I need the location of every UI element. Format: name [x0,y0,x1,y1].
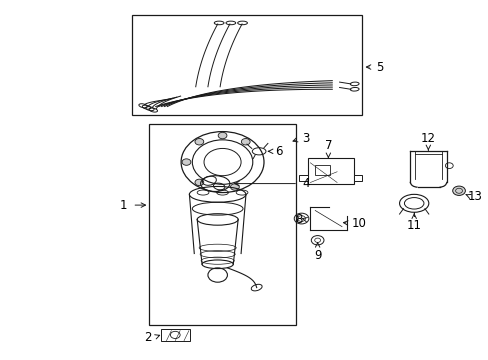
Text: 3: 3 [302,131,309,145]
Text: 9: 9 [313,249,321,262]
Circle shape [182,159,190,165]
Circle shape [241,139,250,145]
Text: 8: 8 [295,213,303,226]
Text: 4: 4 [302,177,309,190]
Text: 12: 12 [420,132,435,145]
Bar [307,158,353,184]
Text: 11: 11 [406,220,421,233]
Circle shape [218,132,226,139]
Text: 13: 13 [467,190,482,203]
Text: 1: 1 [120,199,127,212]
Bar [315,165,329,175]
Text: 7: 7 [324,139,331,152]
Text: 2: 2 [144,331,152,344]
Circle shape [195,179,203,186]
Bar [299,175,307,181]
Circle shape [195,139,203,145]
Text: 10: 10 [351,217,366,230]
Circle shape [230,184,239,190]
Bar [353,175,361,181]
Bar [149,125,295,325]
Circle shape [452,186,465,195]
Bar [160,329,189,341]
Text: 5: 5 [375,60,383,73]
Text: 6: 6 [274,145,282,158]
Bar [132,15,361,116]
